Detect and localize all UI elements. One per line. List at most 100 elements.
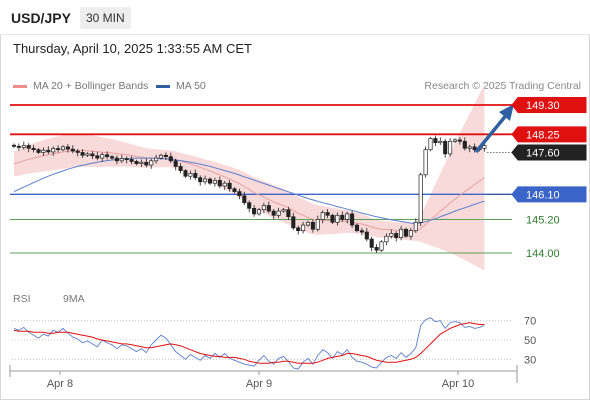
legend-ma20-label: MA 20 + Bollinger Bands (33, 80, 149, 92)
candle-body (379, 241, 384, 251)
candle-body (384, 235, 389, 243)
candle-body (80, 152, 85, 156)
candle-body (198, 177, 203, 183)
candle-body (330, 214, 335, 223)
candle-body (36, 149, 41, 153)
candle-body (26, 145, 31, 149)
candle-body (266, 205, 271, 212)
price-tag-bg (511, 144, 587, 161)
candle-body (212, 180, 217, 184)
candle-body (399, 228, 404, 238)
candle-body (354, 224, 360, 232)
candle-body (129, 159, 134, 162)
candle-body (291, 216, 296, 229)
candle-body (124, 158, 129, 160)
legend-rsi-ma9: 9MA (63, 293, 85, 305)
candle-body (56, 148, 61, 151)
candle-body (403, 228, 409, 237)
candle-body (261, 205, 266, 211)
candle-body (95, 155, 100, 159)
candle-body (394, 233, 399, 238)
candle-body (41, 149, 46, 153)
x-axis-label: Apr 8 (47, 378, 73, 390)
candle-body (85, 153, 90, 156)
forecast-arrow-head (499, 104, 514, 121)
x-axis-label: Apr 10 (442, 378, 474, 390)
candle-body (65, 146, 70, 150)
candle-body (452, 139, 458, 142)
candle-body (433, 138, 438, 144)
candle-body (335, 214, 340, 223)
candle-body (188, 173, 193, 177)
legend-ma20-bb: MA 20 + Bollinger Bands (13, 80, 148, 92)
rsi-tick-label: 30 (524, 354, 536, 366)
candle-body (168, 156, 173, 162)
candle-body (149, 160, 154, 166)
x-axis-label: Apr 9 (246, 378, 272, 390)
bollinger-band (14, 84, 485, 271)
price-tag-r1: 148.25 (511, 126, 587, 143)
price-tag-s1-label: 145.20 (526, 214, 560, 226)
legend-rsi-label: RSI (13, 293, 31, 305)
timestamp: Thursday, April 10, 2025 1:33:55 AM CET (13, 41, 252, 56)
candle-body (457, 139, 462, 142)
candle-body (281, 209, 286, 212)
candle-body (271, 210, 276, 216)
candle-body (374, 247, 379, 251)
candle-body (389, 233, 394, 237)
symbol-title: USD/JPY (11, 10, 71, 26)
candle-body (21, 145, 26, 148)
price-tag-bg (511, 186, 587, 203)
price-tag-bg (511, 126, 587, 143)
candle-body (301, 224, 306, 232)
candle-body (252, 207, 257, 215)
candle-body (232, 188, 237, 192)
candle-body (286, 209, 291, 218)
candle-body (242, 195, 247, 204)
candle-body (305, 221, 311, 226)
price-tag-s2-label: 144.00 (526, 248, 560, 260)
candle-body (418, 174, 423, 223)
candle-body (369, 238, 374, 248)
rsi-tick-label: 50 (524, 335, 536, 347)
candle-body (296, 227, 301, 232)
forecast-arrow-shaft (474, 111, 510, 154)
price-tag-pivot: 146.10 (511, 186, 587, 203)
candle-body (173, 160, 178, 167)
price-tag-s1: 145.20 (526, 214, 560, 226)
candle-body (217, 180, 222, 187)
rsi-tick-label: 70 (524, 316, 536, 328)
candle-body (16, 145, 21, 148)
legend-rsi: RSI (13, 293, 31, 305)
candle-body (139, 161, 144, 164)
candle-body (345, 213, 350, 220)
candle-body (46, 149, 51, 153)
candle-body (31, 147, 36, 151)
ma50-swatch-icon (156, 84, 170, 88)
candle-body (51, 148, 56, 153)
candle-body (90, 153, 95, 157)
candle-body (276, 210, 281, 216)
candle-body (315, 219, 320, 230)
candle-body (163, 154, 168, 158)
candle-body (178, 166, 183, 171)
rsi-ma9-line (13, 322, 485, 364)
candle-body (364, 231, 369, 240)
price-tag-last: 147.60 (511, 144, 587, 161)
price-tag-s2: 144.00 (526, 248, 560, 260)
candle-body (134, 161, 139, 164)
candle-body (193, 173, 198, 178)
price-tag-r1-label: 148.25 (526, 129, 560, 141)
candle-body (482, 145, 487, 149)
candle-body (144, 161, 149, 166)
candle-body (60, 146, 66, 151)
legend-ma9-label: 9MA (63, 293, 85, 305)
timeframe-button[interactable]: 30 MIN (80, 7, 131, 29)
candle-body (472, 146, 477, 151)
price-tag-bg (511, 97, 587, 113)
candle-body (340, 214, 345, 220)
candle-body (75, 150, 80, 153)
candle-body (359, 230, 364, 233)
candle-body (310, 221, 315, 230)
